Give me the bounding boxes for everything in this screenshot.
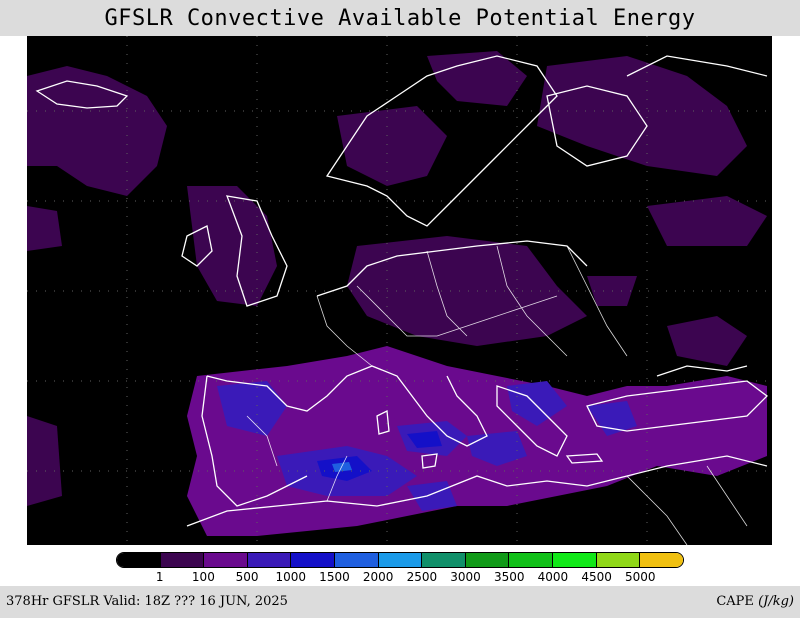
legend-tick-label: 2000 — [362, 570, 394, 584]
legend-swatch — [159, 553, 204, 567]
footer-bar: 378Hr GFSLR Valid: 18Z ??? 16 JUN, 2025 … — [0, 586, 800, 618]
legend-tick-label: 4000 — [537, 570, 569, 584]
legend-swatch — [290, 553, 335, 567]
units-label: (J/kg) — [758, 594, 794, 609]
legend-swatch — [464, 553, 509, 567]
valid-time-label: 378Hr GFSLR Valid: 18Z ??? 16 JUN, 2025 — [6, 594, 288, 609]
legend-tick-label: 1500 — [319, 570, 350, 584]
cape-legend — [116, 552, 684, 570]
legend-labels: 1 100 500 1000 1500 2000 2500 3000 3500 4000 4500 5… — [116, 570, 684, 586]
variable-label: CAPE (J/kg) — [716, 594, 794, 609]
cape-field-1500 — [332, 462, 352, 472]
title-bar: GFSLR Convective Available Potential Ene… — [0, 0, 800, 36]
map-canvas — [27, 36, 772, 545]
legend-tick-label: 100 — [191, 570, 215, 584]
legend-swatch — [595, 553, 640, 567]
legend-tick-label: 3000 — [450, 570, 481, 584]
legend-swatch — [203, 553, 247, 567]
legend-tick-label: 500 — [235, 570, 259, 584]
legend-tick-label: 5000 — [625, 570, 656, 584]
legend-swatch — [508, 553, 553, 567]
variable-name: CAPE — [716, 594, 754, 609]
legend-swatch — [421, 553, 465, 567]
cape-field-low — [27, 51, 767, 506]
legend-swatch — [246, 553, 291, 567]
legend-swatch — [117, 553, 160, 567]
coastlines — [35, 55, 768, 527]
legend-tick-label: 4500 — [581, 570, 612, 584]
legend-tick-label: 2500 — [406, 570, 438, 584]
legend-tick-label: 1 — [155, 570, 164, 584]
legend-swatch — [377, 553, 422, 567]
legend-tick-label: 3500 — [493, 570, 525, 584]
chart-title: GFSLR Convective Available Potential Ene… — [104, 5, 696, 31]
cape-map — [27, 36, 772, 545]
legend-color-bar — [116, 552, 684, 568]
legend-tick-label: 1000 — [275, 570, 307, 584]
legend-swatch — [639, 553, 683, 567]
legend-swatch — [552, 553, 596, 567]
country-borders — [246, 245, 748, 545]
legend-swatch — [334, 553, 378, 567]
